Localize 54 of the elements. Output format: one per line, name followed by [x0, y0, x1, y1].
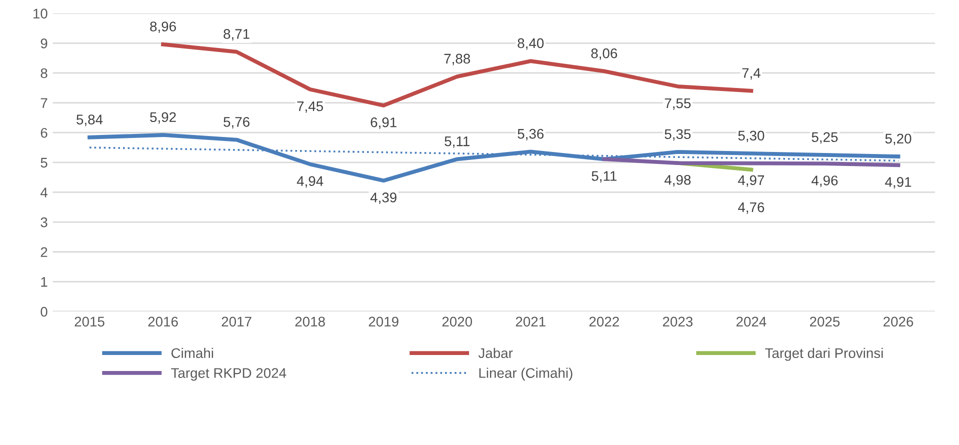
y-tick-label: 2: [40, 247, 48, 257]
data-label: 7,88: [444, 54, 470, 66]
data-label: 4,76: [738, 202, 764, 214]
legend-label: Target RKPD 2024: [171, 368, 286, 381]
data-label: 5,92: [150, 112, 176, 124]
x-tick-label: 2025: [810, 316, 840, 327]
x-tick-label: 2020: [442, 316, 472, 327]
data-label: 4,94: [296, 176, 324, 188]
data-label: 5,11: [444, 136, 470, 148]
data-label: 5,20: [885, 134, 912, 146]
data-label: 5,30: [738, 130, 764, 142]
x-tick-label: 2019: [368, 316, 398, 327]
data-label: 4,96: [812, 176, 838, 188]
y-tick-label: 1: [41, 277, 48, 287]
y-tick-label: 6: [40, 128, 48, 138]
x-tick-label: 2021: [516, 316, 546, 327]
data-label: 5,11: [592, 171, 616, 183]
y-tick-label: 3: [40, 217, 48, 228]
data-label: 7,55: [664, 98, 691, 110]
data-label: 8,06: [591, 48, 618, 60]
legend-label: Cimahi: [171, 348, 214, 358]
data-label: 7,45: [297, 101, 324, 113]
data-label: 8,96: [150, 22, 176, 34]
y-tick-label: 9: [40, 38, 48, 48]
legend-label: Linear (Cimahi): [479, 368, 572, 381]
data-label: 4,39: [370, 192, 396, 204]
x-tick-label: 2022: [589, 316, 619, 327]
data-label: 4,91: [885, 177, 912, 189]
data-label: 5,76: [224, 116, 250, 128]
data-label: 6,91: [370, 117, 396, 129]
data-label: 5,36: [518, 128, 544, 140]
data-label: 5,35: [664, 129, 691, 141]
y-tick-label: 10: [33, 8, 48, 19]
x-tick-label: 2017: [222, 316, 252, 327]
data-label: 8,71: [224, 29, 250, 41]
y-tick-label: 8: [40, 68, 48, 78]
data-label: 5,84: [76, 114, 103, 126]
y-tick-label: 5: [40, 158, 48, 168]
x-tick-label: 2026: [884, 316, 914, 327]
data-label: 8,40: [518, 38, 544, 50]
x-tick-label: 2023: [662, 316, 693, 327]
x-tick-label: 2016: [148, 316, 178, 327]
y-tick-label: 0: [40, 306, 48, 317]
data-label: 5,25: [812, 132, 838, 144]
y-tick-label: 7: [40, 98, 48, 108]
data-label: 7,4: [742, 68, 760, 80]
legend-label: Target dari Provinsi: [765, 348, 883, 361]
x-tick-label: 2024: [736, 316, 766, 327]
data-label: 4,98: [664, 174, 691, 186]
y-tick-label: 4: [40, 188, 48, 198]
legend-label: Jabar: [478, 348, 513, 358]
x-tick-label: 2015: [74, 316, 104, 327]
data-label: 4,97: [738, 175, 764, 187]
x-tick-label: 2018: [295, 316, 325, 327]
